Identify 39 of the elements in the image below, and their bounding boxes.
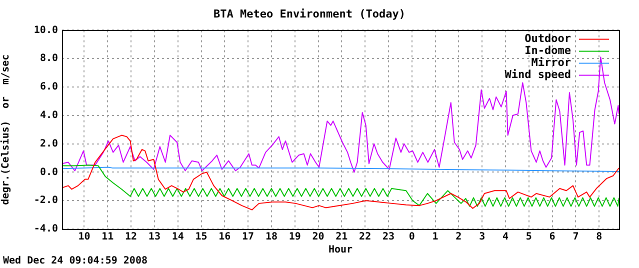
x-tick-label: 3 (479, 232, 486, 243)
y-tick-label: 8.0 (40, 53, 58, 64)
legend-label: In-dome (524, 44, 572, 58)
x-tick-label: 20 (312, 232, 324, 243)
x-tick-label: 15 (195, 232, 208, 243)
x-tick-label: 5 (526, 232, 532, 243)
chart-title: BTA Meteo Environment (Today) (213, 7, 406, 20)
legend-label: Outdoor (524, 32, 572, 46)
x-tick-label: 2 (456, 232, 462, 243)
x-tick-label: 17 (242, 232, 254, 243)
y-tick-label: 0.0 (40, 166, 58, 178)
legend-label: Wind speed (504, 68, 571, 82)
text: Wed Dec 24 09:04:59 2008 (3, 256, 148, 267)
y-tick-label: -4.0 (34, 224, 58, 235)
y-axis-title: degr.(Celsius) or m/sec (0, 54, 12, 205)
x-tick-label: 6 (549, 232, 556, 243)
x-tick-label: 10 (78, 232, 90, 243)
x-tick-label: 11 (102, 232, 114, 243)
y-tick-label: 10.0 (34, 24, 58, 36)
x-tick-label: 22 (359, 232, 372, 243)
x-tick-label: 1 (432, 232, 438, 243)
x-tick-label: 23 (382, 232, 394, 243)
x-tick-label: 0 (408, 232, 415, 243)
x-tick-label: 7 (572, 232, 579, 243)
x-tick-label: 13 (148, 232, 160, 243)
y-tick-label: 6.0 (40, 82, 58, 93)
y-tick-label: 2.0 (40, 138, 58, 150)
x-axis-title: Hour (328, 244, 353, 256)
x-tick-label: 4 (502, 232, 509, 243)
x-tick-label: 19 (288, 232, 301, 243)
x-tick-label: 18 (265, 232, 278, 243)
x-tick-label: 21 (336, 232, 348, 243)
y-tick-label: -2.0 (34, 195, 58, 206)
x-tick-label: 8 (596, 232, 602, 243)
legend-label: Mirror (531, 56, 572, 70)
x-tick-label: 14 (172, 232, 184, 243)
x-tick-label: 12 (125, 232, 138, 243)
x-tick-label: 16 (218, 232, 231, 243)
y-tick-label: 4.0 (40, 110, 58, 121)
